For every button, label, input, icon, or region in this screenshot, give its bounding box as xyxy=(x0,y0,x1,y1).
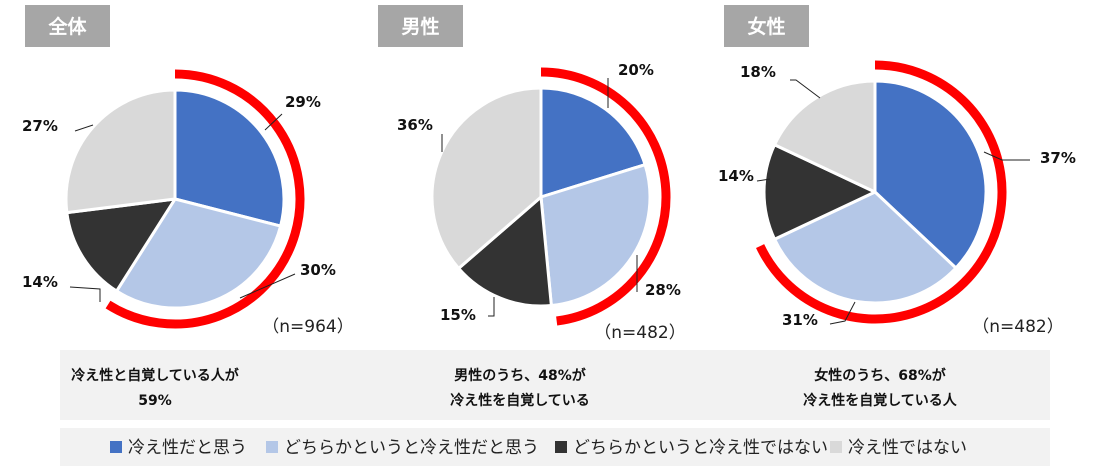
legend: 冷え性だと思う どちらかというと冷え性だと思う どちらかというと冷え性ではない 冷え性… xyxy=(110,438,967,458)
legend-label: どちらかというと冷え性だと思う xyxy=(284,438,539,458)
title-tag xyxy=(25,5,110,47)
data-label: 36% xyxy=(397,116,433,134)
leader-line xyxy=(790,79,821,99)
chart-title: 全体 xyxy=(47,15,87,38)
data-label: 20% xyxy=(618,61,654,79)
leader-line xyxy=(756,178,771,182)
sample-size-label: （n=482） xyxy=(972,317,1063,337)
pie-slice xyxy=(773,190,958,305)
leader-line xyxy=(488,297,495,317)
data-label: 18% xyxy=(740,63,776,81)
pie-slice xyxy=(457,195,553,308)
data-label: 30% xyxy=(300,261,336,279)
data-label: 37% xyxy=(1040,149,1076,167)
title-tag xyxy=(378,5,463,47)
data-label: 31% xyxy=(782,311,818,329)
data-label: 29% xyxy=(285,93,321,111)
leader-line xyxy=(69,286,101,302)
caption-line: 冷え性を自覚している人 xyxy=(803,392,958,409)
data-label: 28% xyxy=(645,281,681,299)
pie-slice xyxy=(762,143,877,241)
caption-line: 女性のうち、68%が xyxy=(814,367,947,384)
caption-line: 59% xyxy=(138,393,172,409)
highlight-arc xyxy=(756,60,1007,324)
legend-swatch xyxy=(110,441,122,453)
pie-chart-female: 女性 37% 31% 14% 18% （n=482） 女性のうち、68%が冷え性を自覚してい… xyxy=(718,5,1076,409)
caption-line: 冷え性と自覚している人が xyxy=(71,367,240,384)
data-label: 14% xyxy=(22,273,58,291)
chart-title: 女性 xyxy=(747,15,785,38)
legend-label: 冷え性ではない xyxy=(848,438,967,458)
legend-swatch xyxy=(266,441,278,453)
caption-line: 男性のうち、48%が xyxy=(454,367,587,384)
pie-slice xyxy=(539,163,652,308)
pie-slice xyxy=(539,86,647,199)
leader-line xyxy=(829,301,856,325)
pie-slice xyxy=(773,79,877,194)
leader-line xyxy=(983,151,1030,161)
pie-slice xyxy=(115,197,283,310)
pie-slice xyxy=(65,197,177,293)
leader-line xyxy=(74,124,94,132)
legend-swatch xyxy=(830,441,842,453)
sample-size-label: （n=482） xyxy=(594,323,685,343)
caption-line: 冷え性を自覚している xyxy=(450,392,590,409)
title-tag xyxy=(724,5,809,47)
sample-size-label: （n=964） xyxy=(262,317,353,337)
legend-label: 冷え性だと思う xyxy=(128,438,247,458)
caption-band xyxy=(60,350,1050,420)
leader-line xyxy=(264,113,283,131)
chart-title: 男性 xyxy=(401,15,439,38)
pie-slice xyxy=(173,88,286,228)
data-label: 15% xyxy=(440,306,476,324)
pie-slice xyxy=(873,79,988,270)
pie-chart-male: 男性 20% 28% 15% 36% （n=482） 男性のうち、48%が冷え性を自覚してい… xyxy=(378,5,686,409)
leader-line xyxy=(239,273,296,299)
legend-swatch xyxy=(555,441,567,453)
data-label: 27% xyxy=(22,117,58,135)
highlight-arc xyxy=(105,69,305,329)
legend-label: どちらかというと冷え性ではない xyxy=(573,438,828,458)
data-label: 14% xyxy=(718,167,754,185)
pie-chart-overall: 全体 29% 30% 14% 27% （n=964） 冷え性と自覚している人が 59% xyxy=(22,5,354,409)
pie-slice xyxy=(64,88,177,215)
highlight-arc xyxy=(540,67,671,326)
